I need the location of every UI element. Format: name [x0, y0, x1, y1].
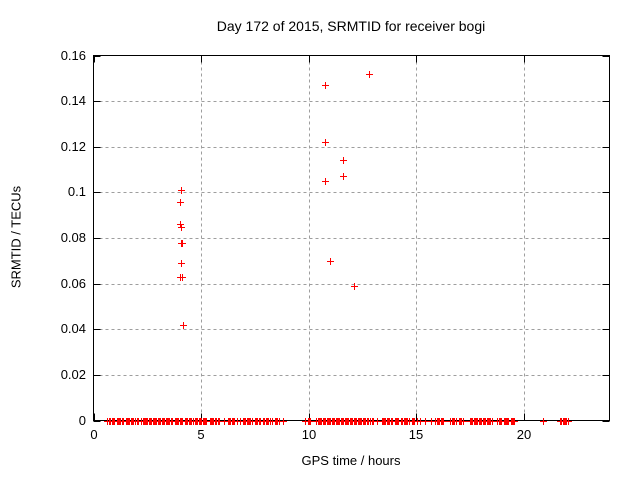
y-axis-label: SRMTID / TECUs — [8, 185, 24, 289]
x-tick-label: 20 — [516, 427, 532, 442]
y-tick-label: 0.16 — [60, 48, 86, 63]
y-tick-label: 0.14 — [60, 93, 86, 108]
x-tick-label: 0 — [90, 427, 98, 442]
y-tick-label: 0.12 — [60, 139, 86, 154]
y-tick-label: 0.02 — [60, 367, 86, 382]
x-axis-label: GPS time / hours — [301, 453, 401, 468]
x-tick-label: 10 — [301, 427, 317, 442]
x-tick-label: 15 — [408, 427, 424, 442]
y-tick-label: 0.04 — [60, 321, 86, 336]
x-tick-label: 5 — [197, 427, 205, 442]
chart-title: Day 172 of 2015, SRMTID for receiver bog… — [216, 18, 486, 34]
y-tick-label: 0.06 — [60, 276, 86, 291]
y-tick-label: 0.1 — [67, 184, 86, 199]
scatter-points — [104, 71, 572, 425]
y-tick-label: 0 — [78, 413, 86, 428]
y-tick-label: 0.08 — [60, 230, 86, 245]
